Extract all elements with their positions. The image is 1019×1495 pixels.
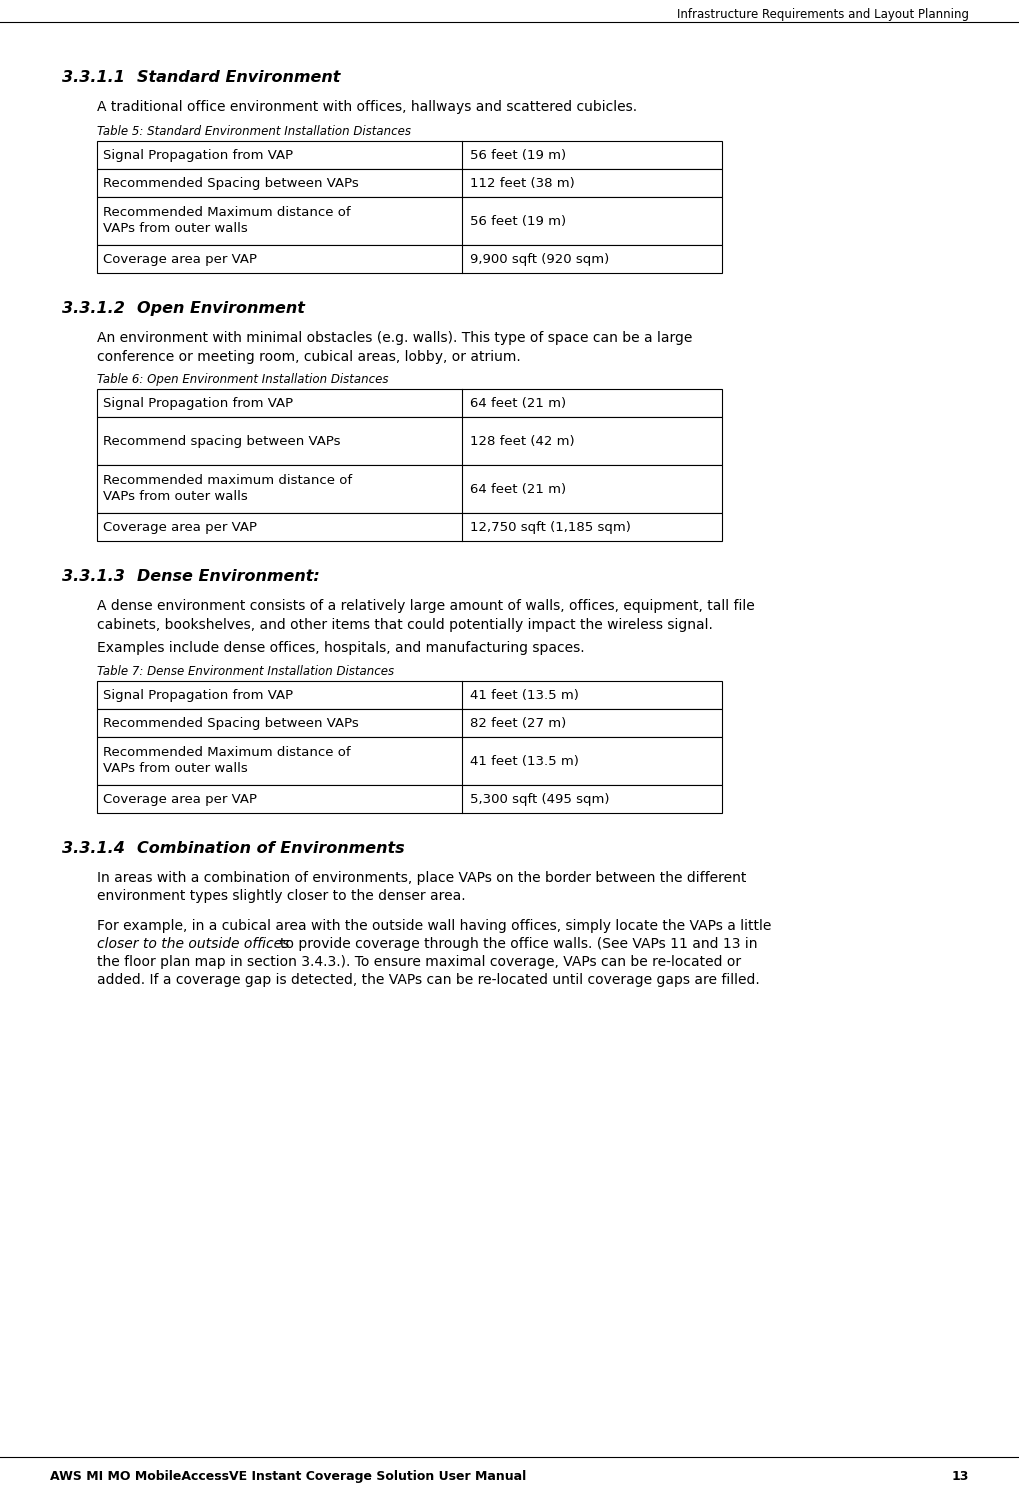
- Text: Recommended Maximum distance of
VAPs from outer walls: Recommended Maximum distance of VAPs fro…: [103, 746, 351, 776]
- Text: 56 feet (19 m): 56 feet (19 m): [470, 214, 567, 227]
- Text: For example, in a cubical area with the outside wall having offices, simply loca: For example, in a cubical area with the …: [97, 919, 771, 933]
- Text: closer to the outside offices: closer to the outside offices: [97, 937, 289, 951]
- Text: 41 feet (13.5 m): 41 feet (13.5 m): [470, 755, 579, 767]
- Bar: [97, 245, 722, 274]
- Text: Coverage area per VAP: Coverage area per VAP: [103, 520, 257, 534]
- Text: A traditional office environment with offices, hallways and scattered cubicles.: A traditional office environment with of…: [97, 100, 637, 114]
- Text: 3.3.1.2: 3.3.1.2: [62, 300, 125, 315]
- Bar: [97, 197, 722, 245]
- Text: 12,750 sqft (1,185 sqm): 12,750 sqft (1,185 sqm): [470, 520, 631, 534]
- Text: Recommended Maximum distance of
VAPs from outer walls: Recommended Maximum distance of VAPs fro…: [103, 206, 351, 236]
- Bar: [97, 169, 722, 197]
- Text: Open Environment: Open Environment: [137, 300, 305, 315]
- Text: Examples include dense offices, hospitals, and manufacturing spaces.: Examples include dense offices, hospital…: [97, 641, 585, 655]
- Text: 13: 13: [952, 1470, 969, 1483]
- Text: Table 7: Dense Environment Installation Distances: Table 7: Dense Environment Installation …: [97, 665, 394, 679]
- Text: 56 feet (19 m): 56 feet (19 m): [470, 148, 567, 161]
- Text: Dense Environment:: Dense Environment:: [137, 570, 320, 585]
- Text: 41 feet (13.5 m): 41 feet (13.5 m): [470, 689, 579, 701]
- Bar: [97, 682, 722, 709]
- Bar: [97, 465, 722, 513]
- Bar: [97, 709, 722, 737]
- Text: to provide coverage through the office walls. (See VAPs 11 and 13 in: to provide coverage through the office w…: [280, 937, 757, 951]
- Bar: [97, 513, 722, 541]
- Bar: [97, 389, 722, 417]
- Text: 3.3.1.1: 3.3.1.1: [62, 70, 125, 85]
- Text: Coverage area per VAP: Coverage area per VAP: [103, 792, 257, 806]
- Text: Recommended maximum distance of
VAPs from outer walls: Recommended maximum distance of VAPs fro…: [103, 474, 353, 504]
- Text: Table 5: Standard Environment Installation Distances: Table 5: Standard Environment Installati…: [97, 126, 411, 138]
- Text: 64 feet (21 m): 64 feet (21 m): [470, 483, 567, 495]
- Text: 5,300 sqft (495 sqm): 5,300 sqft (495 sqm): [470, 792, 609, 806]
- Text: Signal Propagation from VAP: Signal Propagation from VAP: [103, 396, 293, 410]
- Text: Signal Propagation from VAP: Signal Propagation from VAP: [103, 148, 293, 161]
- Bar: [97, 141, 722, 169]
- Text: In areas with a combination of environments, place VAPs on the border between th: In areas with a combination of environme…: [97, 872, 746, 885]
- Text: 3.3.1.3: 3.3.1.3: [62, 570, 125, 585]
- Text: environment types slightly closer to the denser area.: environment types slightly closer to the…: [97, 890, 466, 903]
- Text: A dense environment consists of a relatively large amount of walls, offices, equ: A dense environment consists of a relati…: [97, 599, 755, 632]
- Text: Standard Environment: Standard Environment: [137, 70, 340, 85]
- Text: Recommended Spacing between VAPs: Recommended Spacing between VAPs: [103, 716, 359, 730]
- Text: 3.3.1.4: 3.3.1.4: [62, 842, 125, 857]
- Text: 128 feet (42 m): 128 feet (42 m): [470, 435, 575, 447]
- Text: 9,900 sqft (920 sqm): 9,900 sqft (920 sqm): [470, 253, 609, 266]
- Text: Signal Propagation from VAP: Signal Propagation from VAP: [103, 689, 293, 701]
- Text: 82 feet (27 m): 82 feet (27 m): [470, 716, 567, 730]
- Text: Table 6: Open Environment Installation Distances: Table 6: Open Environment Installation D…: [97, 372, 388, 386]
- Bar: [97, 785, 722, 813]
- Text: 112 feet (38 m): 112 feet (38 m): [470, 176, 575, 190]
- Text: Combination of Environments: Combination of Environments: [137, 842, 405, 857]
- Text: Recommend spacing between VAPs: Recommend spacing between VAPs: [103, 435, 340, 447]
- Bar: [97, 417, 722, 465]
- Text: AWS MI MO MobileAccessVE Instant Coverage Solution User Manual: AWS MI MO MobileAccessVE Instant Coverag…: [50, 1470, 526, 1483]
- Text: the floor plan map in section 3.4.3.). To ensure maximal coverage, VAPs can be r: the floor plan map in section 3.4.3.). T…: [97, 955, 741, 969]
- Text: added. If a coverage gap is detected, the VAPs can be re-located until coverage : added. If a coverage gap is detected, th…: [97, 973, 760, 987]
- Text: Infrastructure Requirements and Layout Planning: Infrastructure Requirements and Layout P…: [677, 7, 969, 21]
- Text: 64 feet (21 m): 64 feet (21 m): [470, 396, 567, 410]
- Text: Coverage area per VAP: Coverage area per VAP: [103, 253, 257, 266]
- Text: An environment with minimal obstacles (e.g. walls). This type of space can be a : An environment with minimal obstacles (e…: [97, 330, 692, 365]
- Bar: [97, 737, 722, 785]
- Text: Recommended Spacing between VAPs: Recommended Spacing between VAPs: [103, 176, 359, 190]
